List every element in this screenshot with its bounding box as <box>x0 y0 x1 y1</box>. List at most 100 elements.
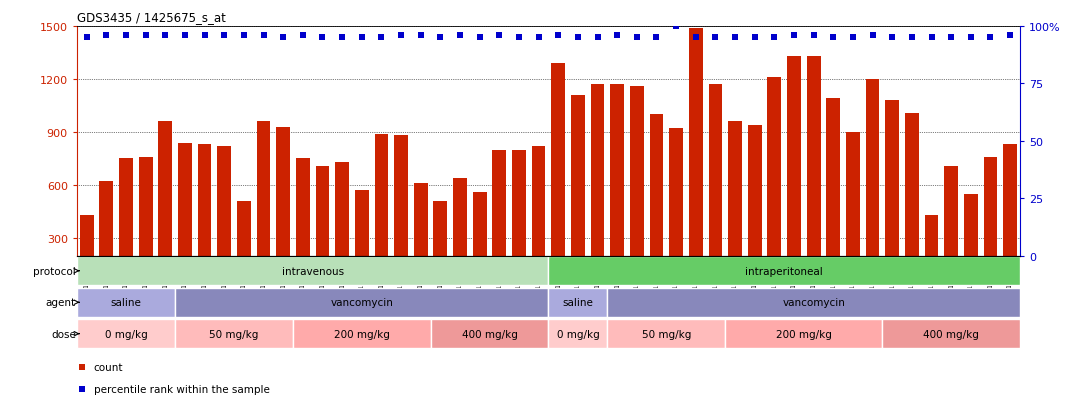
Bar <box>630 87 644 291</box>
Text: GDS3435 / 1425675_s_at: GDS3435 / 1425675_s_at <box>77 11 225 24</box>
Bar <box>608 288 1020 317</box>
Bar <box>925 216 939 291</box>
Text: saline: saline <box>111 297 141 308</box>
Point <box>471 35 488 42</box>
Point <box>1002 33 1019 39</box>
Bar <box>492 150 506 291</box>
Point <box>962 35 979 42</box>
Bar <box>296 159 310 291</box>
Point <box>943 35 960 42</box>
Point <box>235 33 252 39</box>
Point <box>583 305 600 311</box>
Bar <box>649 115 663 291</box>
Bar <box>120 159 132 291</box>
Bar <box>512 150 525 291</box>
Text: percentile rank within the sample: percentile rank within the sample <box>94 384 270 394</box>
Point <box>491 33 508 39</box>
Text: count: count <box>94 362 124 372</box>
Point <box>883 35 900 42</box>
Bar <box>335 163 349 291</box>
Text: dose: dose <box>51 329 76 339</box>
Bar <box>316 166 329 291</box>
Point <box>354 35 371 42</box>
Point <box>805 33 822 39</box>
Bar <box>787 57 801 291</box>
Point <box>314 35 331 42</box>
Bar <box>689 28 703 291</box>
Text: 200 mg/kg: 200 mg/kg <box>775 329 832 339</box>
Point <box>255 33 272 39</box>
Bar <box>905 113 918 291</box>
Point <box>550 33 567 39</box>
Point <box>785 33 802 39</box>
Bar <box>99 182 113 291</box>
Point <box>845 35 862 42</box>
Bar <box>77 319 175 349</box>
Bar <box>806 57 820 291</box>
Point <box>98 33 115 39</box>
Text: vancomycin: vancomycin <box>782 297 845 308</box>
Text: intravenous: intravenous <box>282 266 344 276</box>
Bar <box>473 192 487 291</box>
Text: 0 mg/kg: 0 mg/kg <box>105 329 147 339</box>
Bar <box>846 133 860 291</box>
Bar <box>551 64 565 291</box>
Bar <box>610 85 624 291</box>
Bar <box>1003 145 1017 291</box>
Point <box>137 33 154 39</box>
Bar <box>434 202 447 291</box>
Point <box>431 35 449 42</box>
Bar <box>453 178 467 291</box>
Point <box>747 35 764 42</box>
Bar <box>293 319 430 349</box>
Bar <box>885 101 899 291</box>
Bar <box>608 319 725 349</box>
Point <box>452 33 469 39</box>
Text: 0 mg/kg: 0 mg/kg <box>556 329 599 339</box>
Point <box>511 35 528 42</box>
Point <box>609 33 626 39</box>
Point <box>588 35 606 42</box>
Bar <box>158 122 172 291</box>
Point <box>904 35 921 42</box>
Text: 200 mg/kg: 200 mg/kg <box>334 329 390 339</box>
Point <box>333 35 350 42</box>
Text: 400 mg/kg: 400 mg/kg <box>923 329 979 339</box>
Text: 50 mg/kg: 50 mg/kg <box>209 329 258 339</box>
Bar <box>277 127 290 291</box>
Point <box>864 33 881 39</box>
Bar <box>430 319 549 349</box>
Bar <box>178 143 192 291</box>
Point <box>530 35 547 42</box>
Bar <box>748 126 761 291</box>
Point <box>117 33 135 39</box>
Point <box>583 102 600 109</box>
Point <box>393 33 410 39</box>
Point <box>687 35 704 42</box>
Bar <box>984 157 998 291</box>
Text: agent: agent <box>46 297 76 308</box>
Point <box>981 35 999 42</box>
Bar <box>549 288 608 317</box>
Bar <box>591 85 604 291</box>
Text: 400 mg/kg: 400 mg/kg <box>461 329 517 339</box>
Bar <box>375 134 389 291</box>
Bar <box>768 78 781 291</box>
Point <box>824 35 842 42</box>
Bar <box>708 85 722 291</box>
Bar <box>725 319 882 349</box>
Text: protocol: protocol <box>33 266 76 276</box>
Bar <box>866 80 879 291</box>
Bar <box>413 184 427 291</box>
Bar <box>77 288 175 317</box>
Point <box>295 33 312 39</box>
Bar <box>571 95 585 291</box>
Bar <box>670 129 684 291</box>
Bar <box>175 288 549 317</box>
Point <box>668 24 685 30</box>
Point <box>197 33 214 39</box>
Point <box>923 35 940 42</box>
Bar <box>175 319 293 349</box>
Bar <box>77 256 549 286</box>
Bar <box>80 216 94 291</box>
